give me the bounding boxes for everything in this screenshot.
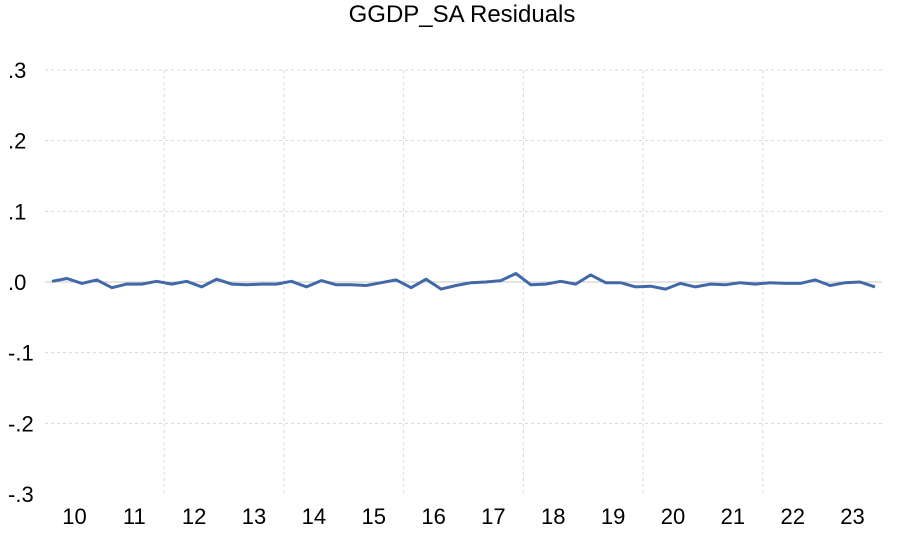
x-tick-label: 23 [840,504,864,529]
x-tick-label: 10 [62,504,86,529]
y-tick-label: .3 [8,58,26,83]
y-tick-label: -.3 [8,482,34,507]
series-line-residuals [51,272,876,291]
x-tick-label: 13 [242,504,266,529]
x-tick-label: 14 [302,504,326,529]
y-tick-label: -.1 [8,341,34,366]
x-tick-label: 11 [123,504,146,529]
y-tick-label: .0 [8,270,26,295]
chart-title: GGDP_SA Residuals [349,1,576,28]
y-tick-label: -.2 [8,411,34,436]
series-layer [51,272,876,291]
x-tick-label: 19 [601,504,625,529]
y-tick-label: .1 [8,199,26,224]
x-tick-label: 12 [182,504,206,529]
x-tick-label: 18 [541,504,565,529]
y-tick-label: .2 [8,129,26,154]
grid-layer [45,69,882,494]
x-tick-label: 22 [780,504,804,529]
x-tick-label: 15 [361,504,385,529]
x-tick-label: 21 [721,504,745,529]
axis-labels: .3 .2 .1 .0 -.1 -.2 -.3 10 11 12 13 14 15 16 17 18 19 20 2… [8,58,865,529]
x-tick-label: 20 [661,504,685,529]
x-tick-label: 17 [481,504,505,529]
x-tick-label: 16 [421,504,445,529]
